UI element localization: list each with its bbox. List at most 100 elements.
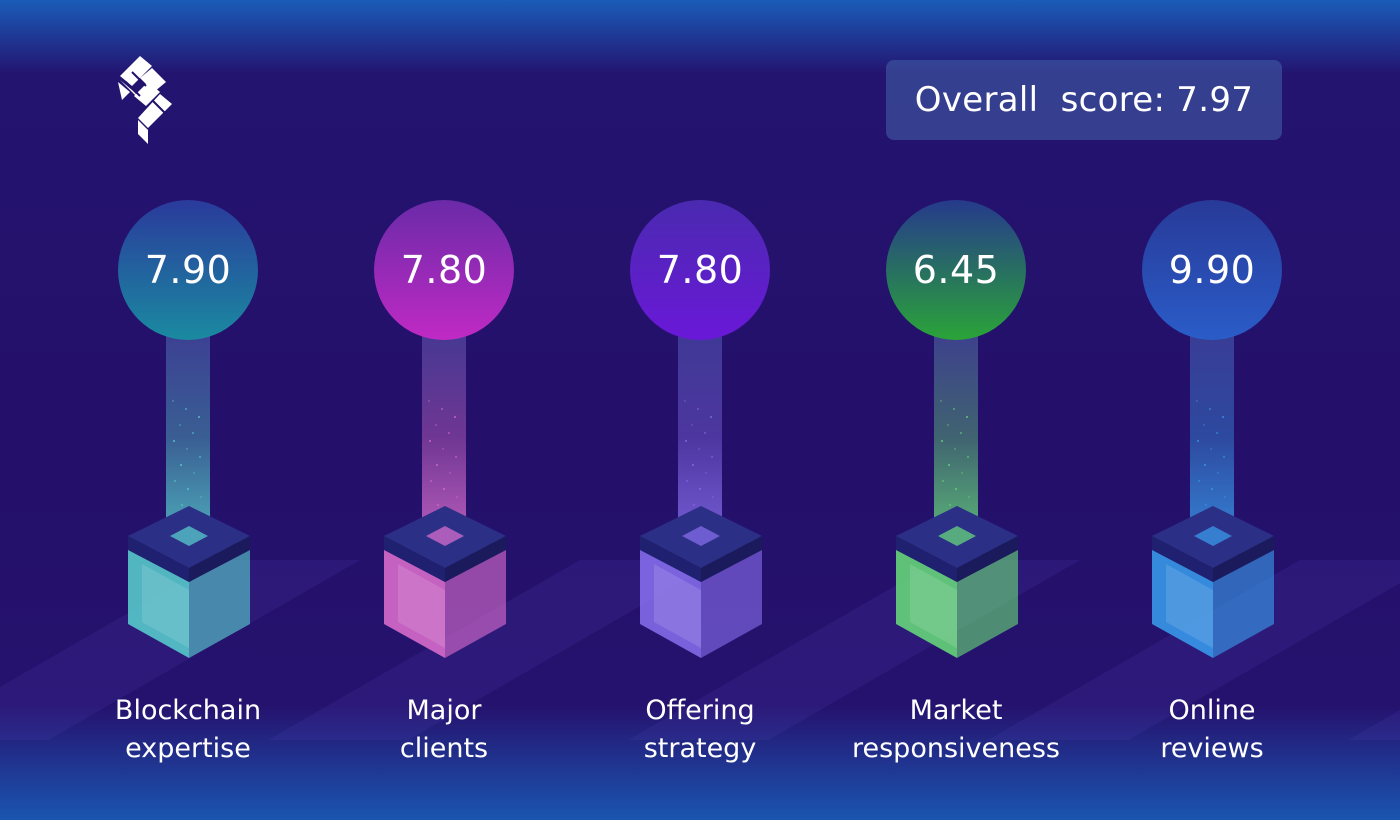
sparkle [961, 472, 963, 474]
cube-face [1152, 548, 1213, 658]
cube-face [1152, 536, 1213, 582]
cube-face [1166, 564, 1213, 648]
sparkle [711, 456, 713, 458]
sparkle [455, 456, 457, 458]
cube-face [896, 536, 957, 582]
sparkle [712, 496, 714, 498]
sparkle [429, 440, 431, 442]
sparkle [942, 480, 944, 482]
sparkle [697, 408, 699, 410]
cube-face [189, 536, 250, 582]
cube-face [398, 564, 445, 648]
score-circle: 9.90 [1142, 200, 1282, 340]
cube-icon [128, 506, 250, 658]
sparkle [1224, 496, 1226, 498]
metric-label-line2: strategy [643, 733, 757, 764]
sparkle [174, 480, 176, 482]
cube-face [189, 548, 250, 658]
cube-face [938, 526, 976, 546]
sparkle [198, 416, 200, 418]
sparkle [684, 400, 686, 402]
sparkle [1203, 424, 1205, 426]
score-circle: 7.90 [118, 200, 258, 340]
cube-face [957, 548, 1018, 658]
light-beam [422, 310, 466, 542]
sparkle [947, 424, 949, 426]
sparkle [1216, 432, 1218, 434]
sparkle [966, 416, 968, 418]
sparkle [954, 448, 956, 450]
sparkle [192, 432, 194, 434]
metric-label: Blockchain expertise [40, 692, 336, 768]
score-value: 9.90 [1168, 248, 1256, 292]
cube-face [1213, 536, 1274, 582]
sparkle [193, 472, 195, 474]
metric-label-line1: Online [1168, 695, 1256, 726]
sparkle [435, 424, 437, 426]
sparkle [941, 440, 943, 442]
cube-face [1194, 526, 1232, 546]
cube-face [426, 526, 464, 546]
cube-icon [896, 506, 1018, 658]
overall-score-badge: Overall score: 7.97 [886, 60, 1282, 140]
cube-icon [1152, 506, 1274, 658]
sparkle [1223, 456, 1225, 458]
cube-face [384, 548, 445, 658]
sparkle [948, 464, 950, 466]
score-value: 7.80 [656, 248, 744, 292]
sparkle [1209, 408, 1211, 410]
score-circle: 7.80 [374, 200, 514, 340]
cube-face [701, 548, 762, 658]
metric-label: Online reviews [1064, 692, 1360, 768]
sparkle [180, 464, 182, 466]
metric-label: Offering strategy [552, 692, 848, 768]
sparkle [1217, 472, 1219, 474]
sparkle [454, 416, 456, 418]
light-beam [166, 310, 210, 542]
metric-label: Market responsiveness [808, 692, 1104, 768]
sparkle [1210, 448, 1212, 450]
cube-face [1213, 548, 1274, 658]
metric-column: 7.90 Blockchain expertise [60, 0, 316, 820]
sparkle [1198, 480, 1200, 482]
cube-face [910, 564, 957, 648]
cube-face [128, 536, 189, 582]
sparkle [173, 440, 175, 442]
sparkle [187, 488, 189, 490]
sparkle [955, 488, 957, 490]
sparkle [185, 408, 187, 410]
score-circle: 7.80 [630, 200, 770, 340]
cube-face [128, 548, 189, 658]
metric-column: 7.80 Major clients [316, 0, 572, 820]
metric-label-line1: Blockchain [114, 695, 262, 726]
sparkle [448, 432, 450, 434]
sparkle [1205, 504, 1207, 506]
metric-label-line2: clients [399, 733, 489, 764]
sparkle [692, 464, 694, 466]
sparkle [1222, 416, 1224, 418]
sparkle [437, 504, 439, 506]
sparkle [967, 456, 969, 458]
sparkle [704, 432, 706, 434]
sparkle [968, 496, 970, 498]
sparkle [705, 472, 707, 474]
cube-face [384, 536, 445, 582]
sparkle [949, 504, 951, 506]
metric-label-line1: Market [909, 695, 1003, 726]
sparkle [172, 400, 174, 402]
sparkle [1196, 400, 1198, 402]
light-beam [934, 310, 978, 542]
cube-face [445, 548, 506, 658]
cube-icon [640, 506, 762, 658]
cube-face [640, 536, 701, 582]
sparkle [181, 504, 183, 506]
cube-face [957, 536, 1018, 582]
sparkle [456, 496, 458, 498]
light-beam [1190, 310, 1234, 542]
metric-label-line2: reviews [1160, 733, 1264, 764]
sparkle [449, 472, 451, 474]
score-circle: 6.45 [886, 200, 1026, 340]
score-value: 7.80 [400, 248, 488, 292]
logo-icon [118, 56, 172, 144]
cube-face [445, 536, 506, 582]
